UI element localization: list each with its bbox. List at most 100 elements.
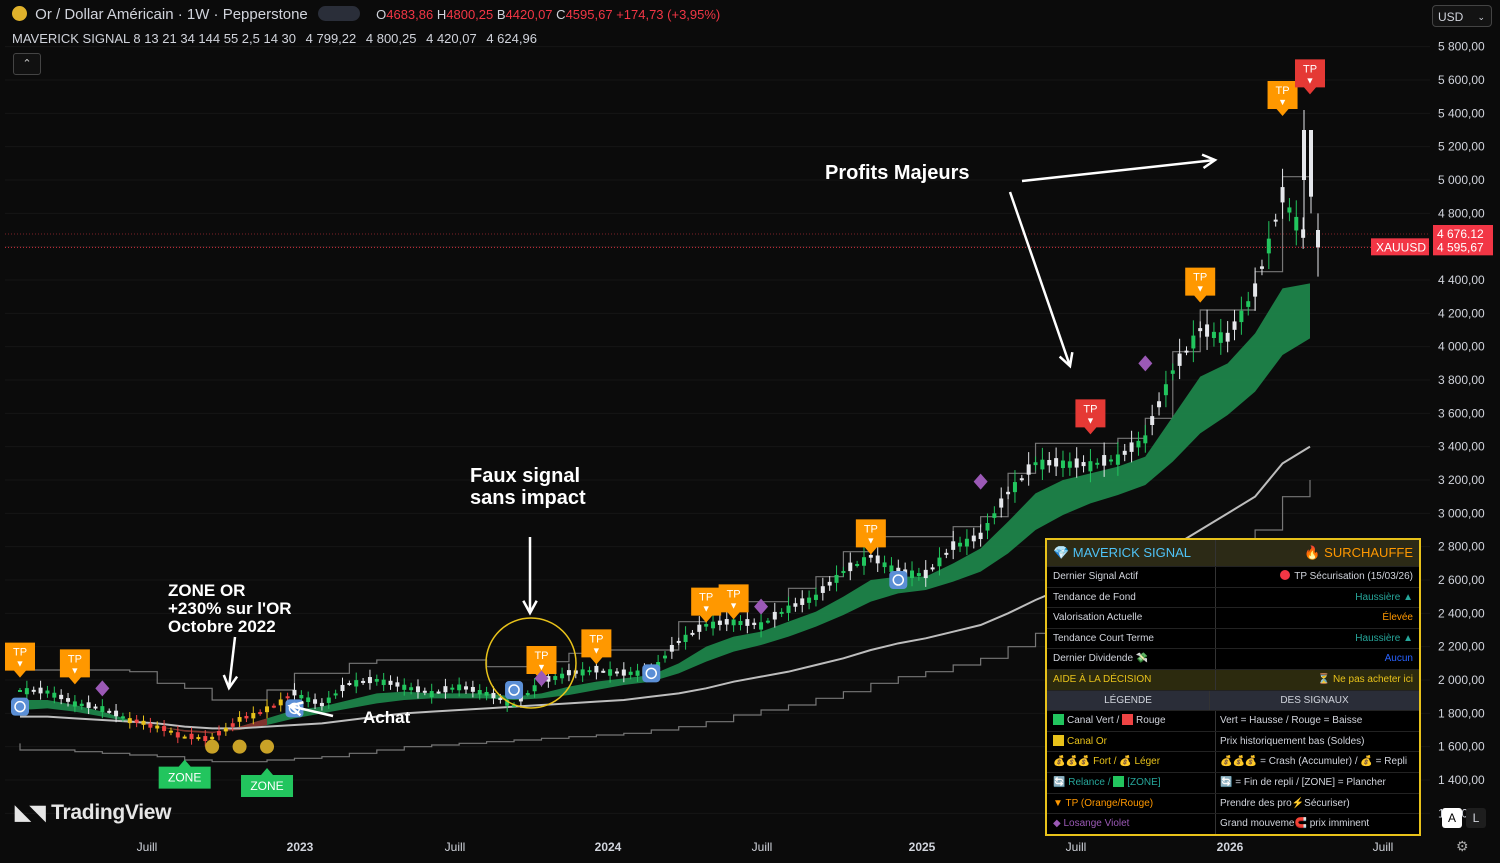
y-tick-label: 2 800,00 [1438,540,1485,554]
ohlc-o: 4683,86 [386,7,434,22]
candle-body [354,680,359,687]
currency-select[interactable]: USD ⌄ [1432,5,1492,27]
gear-icon[interactable]: ⚙ [1456,838,1469,854]
y-tick-label: 5 600,00 [1438,73,1485,87]
last-price-label: 4 595,67 [1437,240,1484,254]
candle-body [1239,310,1244,323]
candle-body [1198,328,1203,332]
candle-body [93,706,98,709]
candle-body [738,620,743,626]
y-tick-label: 2 400,00 [1438,606,1485,620]
tp-marker-arrow: ▼ [1278,97,1287,107]
candle-body [422,690,427,693]
tradingview-logo[interactable]: ◣◥ TradingView [15,800,171,825]
legend-row: 🔄 Relance / [ZONE] 🔄 = Fin de repli / [Z… [1047,772,1419,794]
indicator-value-4: 4 624,96 [486,31,537,46]
row-label: Dernier Signal Actif [1047,567,1216,587]
y-tick-label: 3 200,00 [1438,473,1485,487]
candle-body [24,688,29,695]
candle-body [1122,450,1127,455]
candle-body [717,620,722,625]
candle-body [223,727,228,732]
toggle-pill-icon[interactable] [317,6,360,21]
legend-desc: Vert = Hausse / Rouge = Baisse [1220,715,1363,727]
y-tick-label: 1 600,00 [1438,740,1485,754]
candle-body [1115,454,1120,465]
candle-body [1218,332,1223,343]
candle-body [532,685,537,692]
candle-body [182,736,187,739]
annotation-zone-or: ZONE OR +230% sur l'OR Octobre 2022 [168,581,292,636]
candle-body [1012,482,1017,493]
candle-body [711,621,716,629]
candle-body [1150,416,1155,425]
candle-body [566,670,571,676]
relance-icon [505,681,524,699]
auto-scale-button[interactable]: A [1442,808,1462,828]
candle-body [635,670,640,676]
candle-body [512,704,517,707]
candle-body [1088,461,1093,472]
candle-body [361,680,366,683]
tp-marker-arrow: ▼ [729,600,738,610]
decision-value: ⏳ Ne pas acheter ici [1317,673,1413,685]
tp-marker [1185,267,1216,303]
row-label: Valorisation Actuelle [1047,608,1216,628]
candle-body [155,725,160,729]
candle-body [614,671,619,674]
annotation-arrowhead [522,600,538,616]
candle-body [587,670,592,673]
candle-body [697,624,702,632]
last-price-tag [1433,238,1493,256]
candle-body [1259,266,1264,269]
ohlc-c-label: C [556,7,566,22]
y-tick-label: 2 000,00 [1438,673,1485,687]
indicator-legend[interactable]: MAVERICK SIGNAL 8 13 21 34 144 55 2,5 14… [12,31,537,46]
tp-marker-arrow: ▼ [70,665,79,675]
y-tick-label: 1 800,00 [1438,706,1485,720]
candle-body [690,632,695,635]
candle-body [861,557,866,566]
y-tick-label: 2 200,00 [1438,640,1485,654]
candle-body [148,723,153,728]
marker-price-tag [1433,225,1493,242]
ohlc-o-label: O [376,7,387,22]
candle-body [546,676,551,682]
candle-body [669,644,674,652]
candle-body [1316,230,1320,248]
symbol-title[interactable]: Or / Dollar Américain · 1W · Pepperstone [35,6,308,23]
candle-body [79,703,84,707]
candle-body [1074,458,1079,468]
candle-body [793,603,798,607]
relance-icon [11,697,29,716]
candle-body [52,692,57,698]
candle-body [875,555,880,564]
indicator-value-2: 4 800,25 [365,31,417,46]
candle-body [1211,331,1216,339]
diamond-marker [534,670,549,687]
tp-marker-label: TP [13,647,27,659]
x-tick-label: 2023 [287,840,314,854]
candle-body [964,538,969,547]
candle-body [265,706,270,713]
candle-body [374,678,379,682]
symbol-header[interactable]: Or / Dollar Américain · 1W · Pepperstone… [12,6,720,23]
indicator-name[interactable]: MAVERICK SIGNAL 8 13 21 34 144 55 2,5 14… [12,31,297,46]
candle-body [38,687,43,694]
y-tick-label: 4 000,00 [1438,340,1485,354]
chevron-down-icon: ⌄ [1477,12,1485,22]
candle-body [436,691,441,694]
candle-body [210,736,215,740]
candle-body [1033,462,1038,466]
candle-body [203,736,208,742]
collapse-button[interactable]: ⌃ [13,53,41,75]
log-scale-button[interactable]: L [1466,808,1486,828]
diamond-marker [95,680,110,697]
candle-body [916,573,921,576]
candle-body [244,715,249,719]
candle-body [484,691,489,696]
legend-key-text-2: [ZONE] [1127,776,1161,788]
candle-body [313,699,318,704]
annotation-profits: Profits Majeurs [825,162,970,184]
